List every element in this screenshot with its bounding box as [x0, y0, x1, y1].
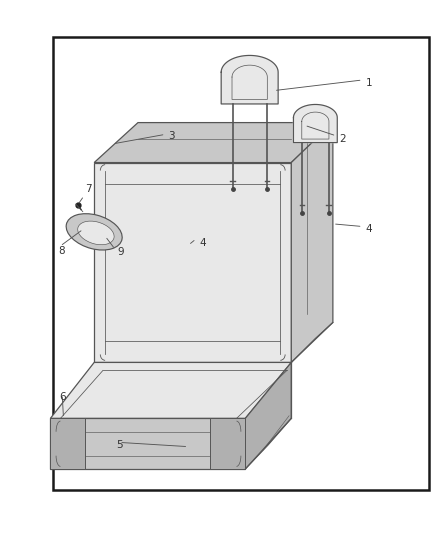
Text: 5: 5: [116, 440, 123, 450]
Text: 3: 3: [169, 131, 175, 141]
Ellipse shape: [78, 221, 114, 245]
Text: 4: 4: [199, 238, 206, 247]
Polygon shape: [50, 362, 291, 418]
Ellipse shape: [66, 214, 122, 250]
Polygon shape: [293, 104, 337, 142]
Polygon shape: [245, 362, 291, 469]
Text: 9: 9: [117, 247, 124, 257]
Text: 2: 2: [339, 134, 346, 143]
Polygon shape: [210, 418, 245, 469]
Text: 1: 1: [366, 78, 372, 87]
Polygon shape: [50, 418, 85, 469]
Polygon shape: [94, 123, 333, 163]
Polygon shape: [94, 163, 291, 362]
Text: 4: 4: [366, 224, 372, 234]
Text: 8: 8: [58, 246, 64, 255]
Polygon shape: [221, 55, 278, 104]
Text: 6: 6: [59, 392, 66, 402]
Text: 7: 7: [85, 184, 92, 194]
Polygon shape: [50, 418, 245, 469]
Bar: [53, 37, 429, 490]
Polygon shape: [291, 123, 333, 362]
